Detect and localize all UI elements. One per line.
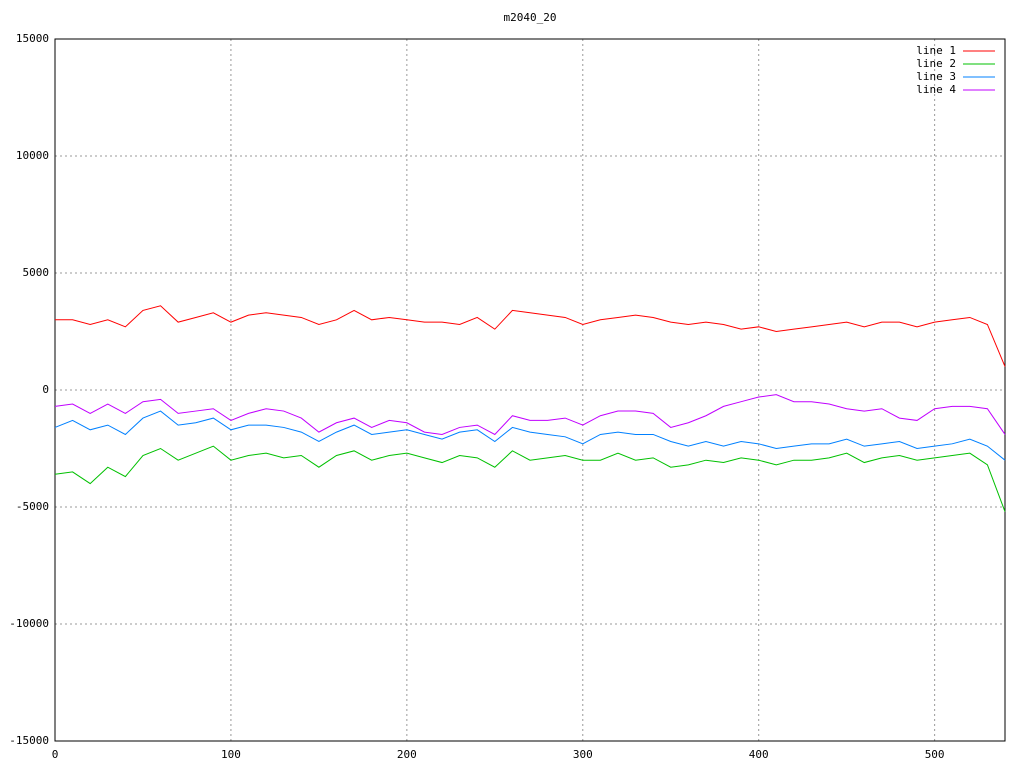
x-tick-label: 0: [52, 748, 59, 761]
legend-label: line 3: [916, 70, 956, 83]
y-tick-label: 15000: [16, 32, 49, 45]
y-tick-label: -5000: [16, 500, 49, 513]
y-tick-label: -15000: [9, 734, 49, 747]
plot-frame: [54, 38, 1006, 742]
y-tick-label: -10000: [9, 617, 49, 630]
y-tick-label: 10000: [16, 149, 49, 162]
x-tick-label: 200: [397, 748, 417, 761]
data-line: [54, 445, 1006, 512]
y-tick-label: 5000: [23, 266, 50, 279]
x-tick-label: 300: [573, 748, 593, 761]
data-line: [54, 394, 1006, 436]
legend-label: line 4: [916, 83, 956, 96]
data-line: [54, 410, 1006, 461]
y-tick-label: 0: [42, 383, 49, 396]
legend-label: line 1: [916, 44, 956, 57]
x-tick-label: 500: [925, 748, 945, 761]
chart-title: m2040_20: [504, 11, 557, 24]
x-tick-label: 400: [749, 748, 769, 761]
legend-label: line 2: [916, 57, 956, 70]
data-line: [55, 305, 1006, 367]
x-tick-label: 100: [221, 748, 241, 761]
